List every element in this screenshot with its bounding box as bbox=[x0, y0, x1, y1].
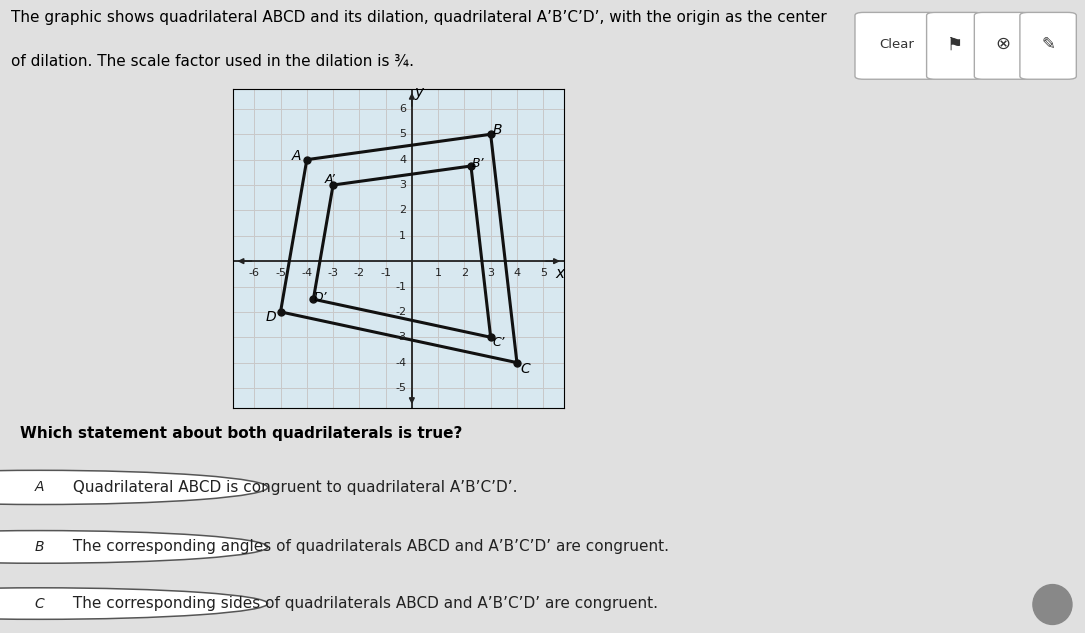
Text: -4: -4 bbox=[302, 268, 312, 279]
Text: B’: B’ bbox=[472, 157, 485, 170]
Text: A’: A’ bbox=[324, 173, 335, 186]
Text: C: C bbox=[520, 362, 529, 376]
Text: B: B bbox=[35, 540, 44, 554]
Text: -2: -2 bbox=[395, 307, 406, 317]
Text: -3: -3 bbox=[395, 332, 406, 342]
Text: The graphic shows quadrilateral ABCD and its dilation, quadrilateral A’B’C’D’, w: The graphic shows quadrilateral ABCD and… bbox=[11, 10, 827, 25]
Text: C’: C’ bbox=[493, 336, 505, 349]
Text: 5: 5 bbox=[539, 268, 547, 279]
Text: 4: 4 bbox=[399, 154, 406, 165]
Circle shape bbox=[1033, 585, 1072, 624]
Text: y: y bbox=[414, 85, 424, 100]
Text: 3: 3 bbox=[487, 268, 494, 279]
Text: ✎: ✎ bbox=[1042, 35, 1055, 53]
Text: 2: 2 bbox=[399, 205, 406, 215]
Text: of dilation. The scale factor used in the dilation is ¾.: of dilation. The scale factor used in th… bbox=[11, 53, 413, 68]
Text: The corresponding sides of quadrilaterals ABCD and A’B’C’D’ are congruent.: The corresponding sides of quadrilateral… bbox=[67, 596, 658, 611]
FancyBboxPatch shape bbox=[927, 13, 983, 79]
Text: -5: -5 bbox=[276, 268, 286, 279]
Text: 1: 1 bbox=[399, 231, 406, 241]
Circle shape bbox=[0, 530, 268, 563]
Text: The corresponding angles of quadrilaterals ABCD and A’B’C’D’ are congruent.: The corresponding angles of quadrilatera… bbox=[67, 539, 668, 555]
Text: C: C bbox=[35, 596, 44, 611]
Text: -1: -1 bbox=[395, 282, 406, 292]
Text: B: B bbox=[493, 123, 502, 137]
Text: D: D bbox=[266, 310, 277, 324]
Text: 2: 2 bbox=[461, 268, 468, 279]
Text: x: x bbox=[556, 266, 565, 281]
Text: -2: -2 bbox=[354, 268, 365, 279]
Text: -6: -6 bbox=[248, 268, 259, 279]
Text: -1: -1 bbox=[380, 268, 391, 279]
Text: ⊗: ⊗ bbox=[995, 35, 1010, 53]
Circle shape bbox=[0, 470, 268, 505]
Text: 3: 3 bbox=[399, 180, 406, 190]
Text: 1: 1 bbox=[435, 268, 442, 279]
Text: A: A bbox=[35, 480, 44, 494]
Text: -5: -5 bbox=[395, 383, 406, 393]
Text: 6: 6 bbox=[399, 104, 406, 114]
Text: 4: 4 bbox=[513, 268, 521, 279]
Text: -4: -4 bbox=[395, 358, 406, 368]
Text: D’: D’ bbox=[314, 291, 328, 304]
Text: Quadrilateral ABCD is congruent to quadrilateral A’B’C’D’.: Quadrilateral ABCD is congruent to quadr… bbox=[67, 480, 518, 495]
FancyBboxPatch shape bbox=[1020, 13, 1076, 79]
FancyBboxPatch shape bbox=[974, 13, 1031, 79]
Text: Which statement about both quadrilaterals is true?: Which statement about both quadrilateral… bbox=[20, 426, 462, 441]
Circle shape bbox=[0, 588, 268, 619]
Text: ⚑: ⚑ bbox=[947, 35, 962, 53]
Text: -3: -3 bbox=[328, 268, 339, 279]
FancyBboxPatch shape bbox=[855, 13, 937, 79]
Text: Clear: Clear bbox=[879, 38, 914, 51]
Text: 5: 5 bbox=[399, 129, 406, 139]
Text: A: A bbox=[292, 149, 301, 163]
